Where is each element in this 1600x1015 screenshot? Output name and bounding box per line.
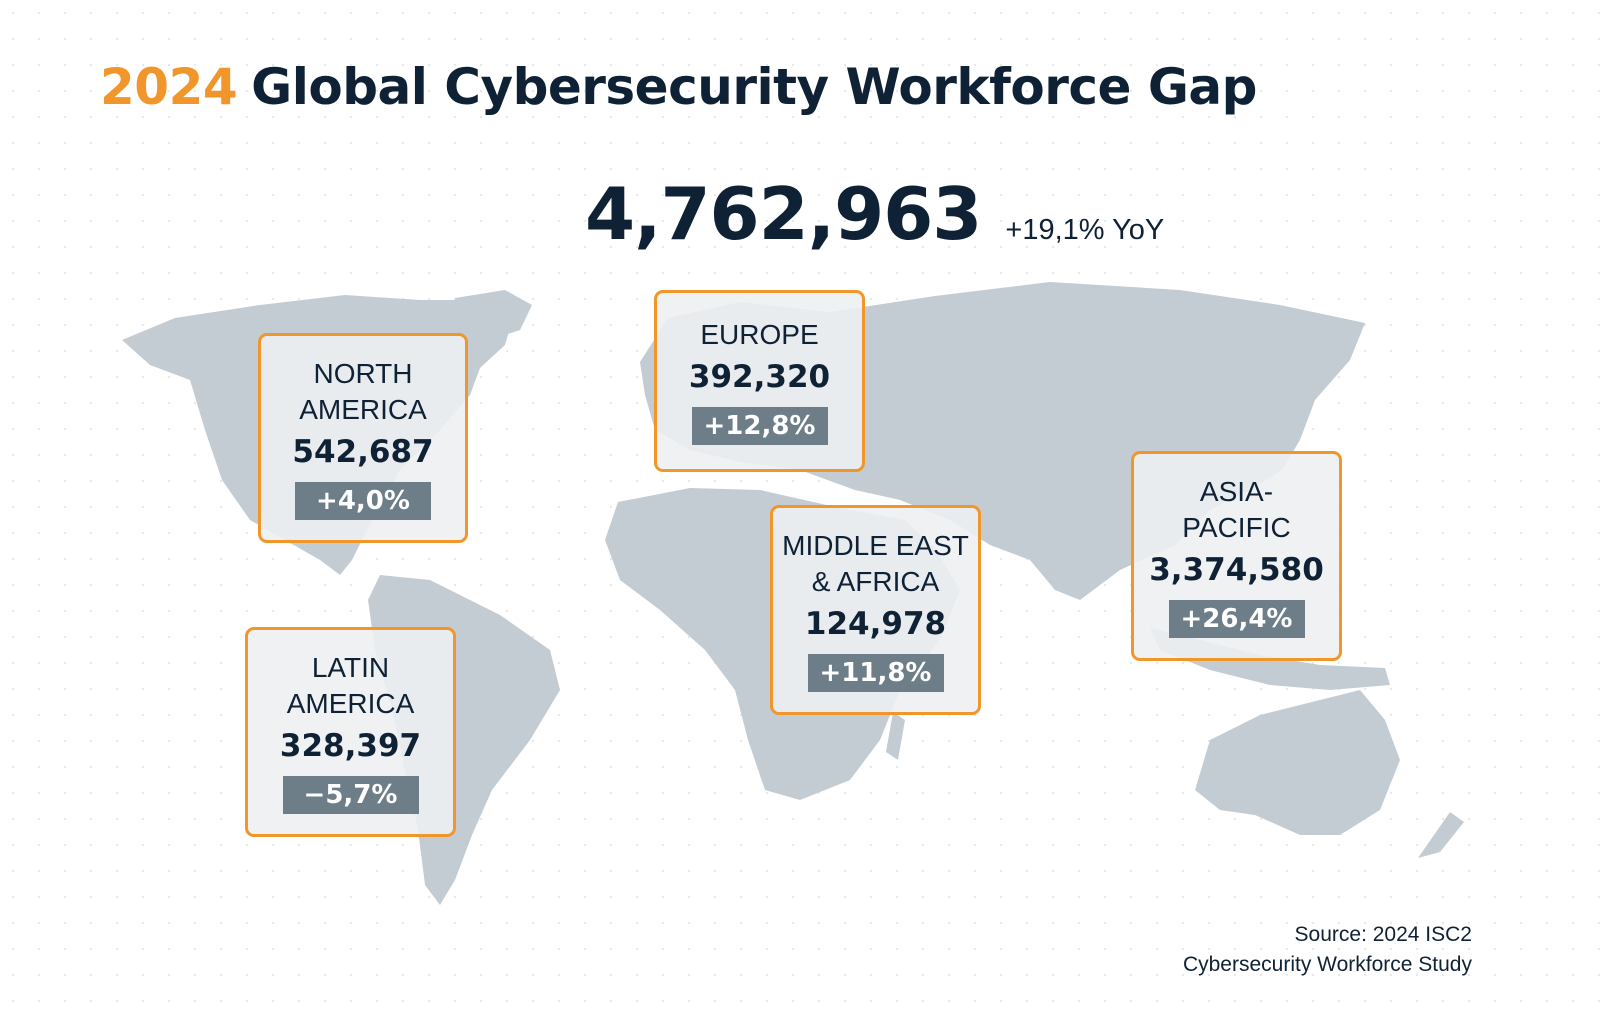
region-change-badge: +12,8% xyxy=(691,407,828,445)
title-year: 2024 xyxy=(100,58,238,116)
page-title: 2024 Global Cybersecurity Workforce Gap xyxy=(100,58,1257,116)
global-total: 4,762,963 +19,1% YoY xyxy=(585,172,1164,256)
region-name: ASIA- PACIFIC xyxy=(1182,476,1291,543)
region-change-badge: −5,7% xyxy=(282,776,419,814)
australia-landmass xyxy=(1195,690,1400,835)
region-card-latin-america: LATIN AMERICA 328,397 −5,7% xyxy=(245,627,456,837)
source-note: Source: 2024 ISC2 Cybersecurity Workforc… xyxy=(1183,920,1472,980)
region-name: MIDDLE EAST & AFRICA xyxy=(782,530,969,597)
region-value: 392,320 xyxy=(688,359,831,395)
greenland-landmass xyxy=(455,290,532,340)
title-text: Global Cybersecurity Workforce Gap xyxy=(251,58,1257,116)
region-card-middle-east-africa: MIDDLE EAST & AFRICA 124,978 +11,8% xyxy=(770,505,981,715)
region-name: NORTH AMERICA xyxy=(299,358,427,425)
region-value: 3,374,580 xyxy=(1149,552,1324,588)
region-name: LATIN AMERICA xyxy=(286,652,415,719)
global-total-change: +19,1% YoY xyxy=(1005,214,1165,246)
madagascar-landmass xyxy=(886,712,905,760)
region-card-asia-pacific: ASIA- PACIFIC 3,374,580 +26,4% xyxy=(1131,451,1342,661)
region-change-badge: +11,8% xyxy=(807,654,944,692)
region-change-badge: +4,0% xyxy=(295,482,431,520)
source-line-1: Source: 2024 ISC2 xyxy=(1294,923,1472,946)
region-card-europe: EUROPE 392,320 +12,8% xyxy=(654,290,865,472)
region-name: EUROPE xyxy=(700,319,819,350)
region-value: 124,978 xyxy=(804,606,947,642)
source-line-2: Cybersecurity Workforce Study xyxy=(1182,953,1472,976)
region-value: 542,687 xyxy=(292,434,434,470)
global-total-value: 4,762,963 xyxy=(585,172,982,256)
region-card-north-america: NORTH AMERICA 542,687 +4,0% xyxy=(258,333,468,543)
region-value: 328,397 xyxy=(279,728,422,764)
new-zealand-landmass xyxy=(1418,812,1464,858)
region-change-badge: +26,4% xyxy=(1168,600,1305,638)
